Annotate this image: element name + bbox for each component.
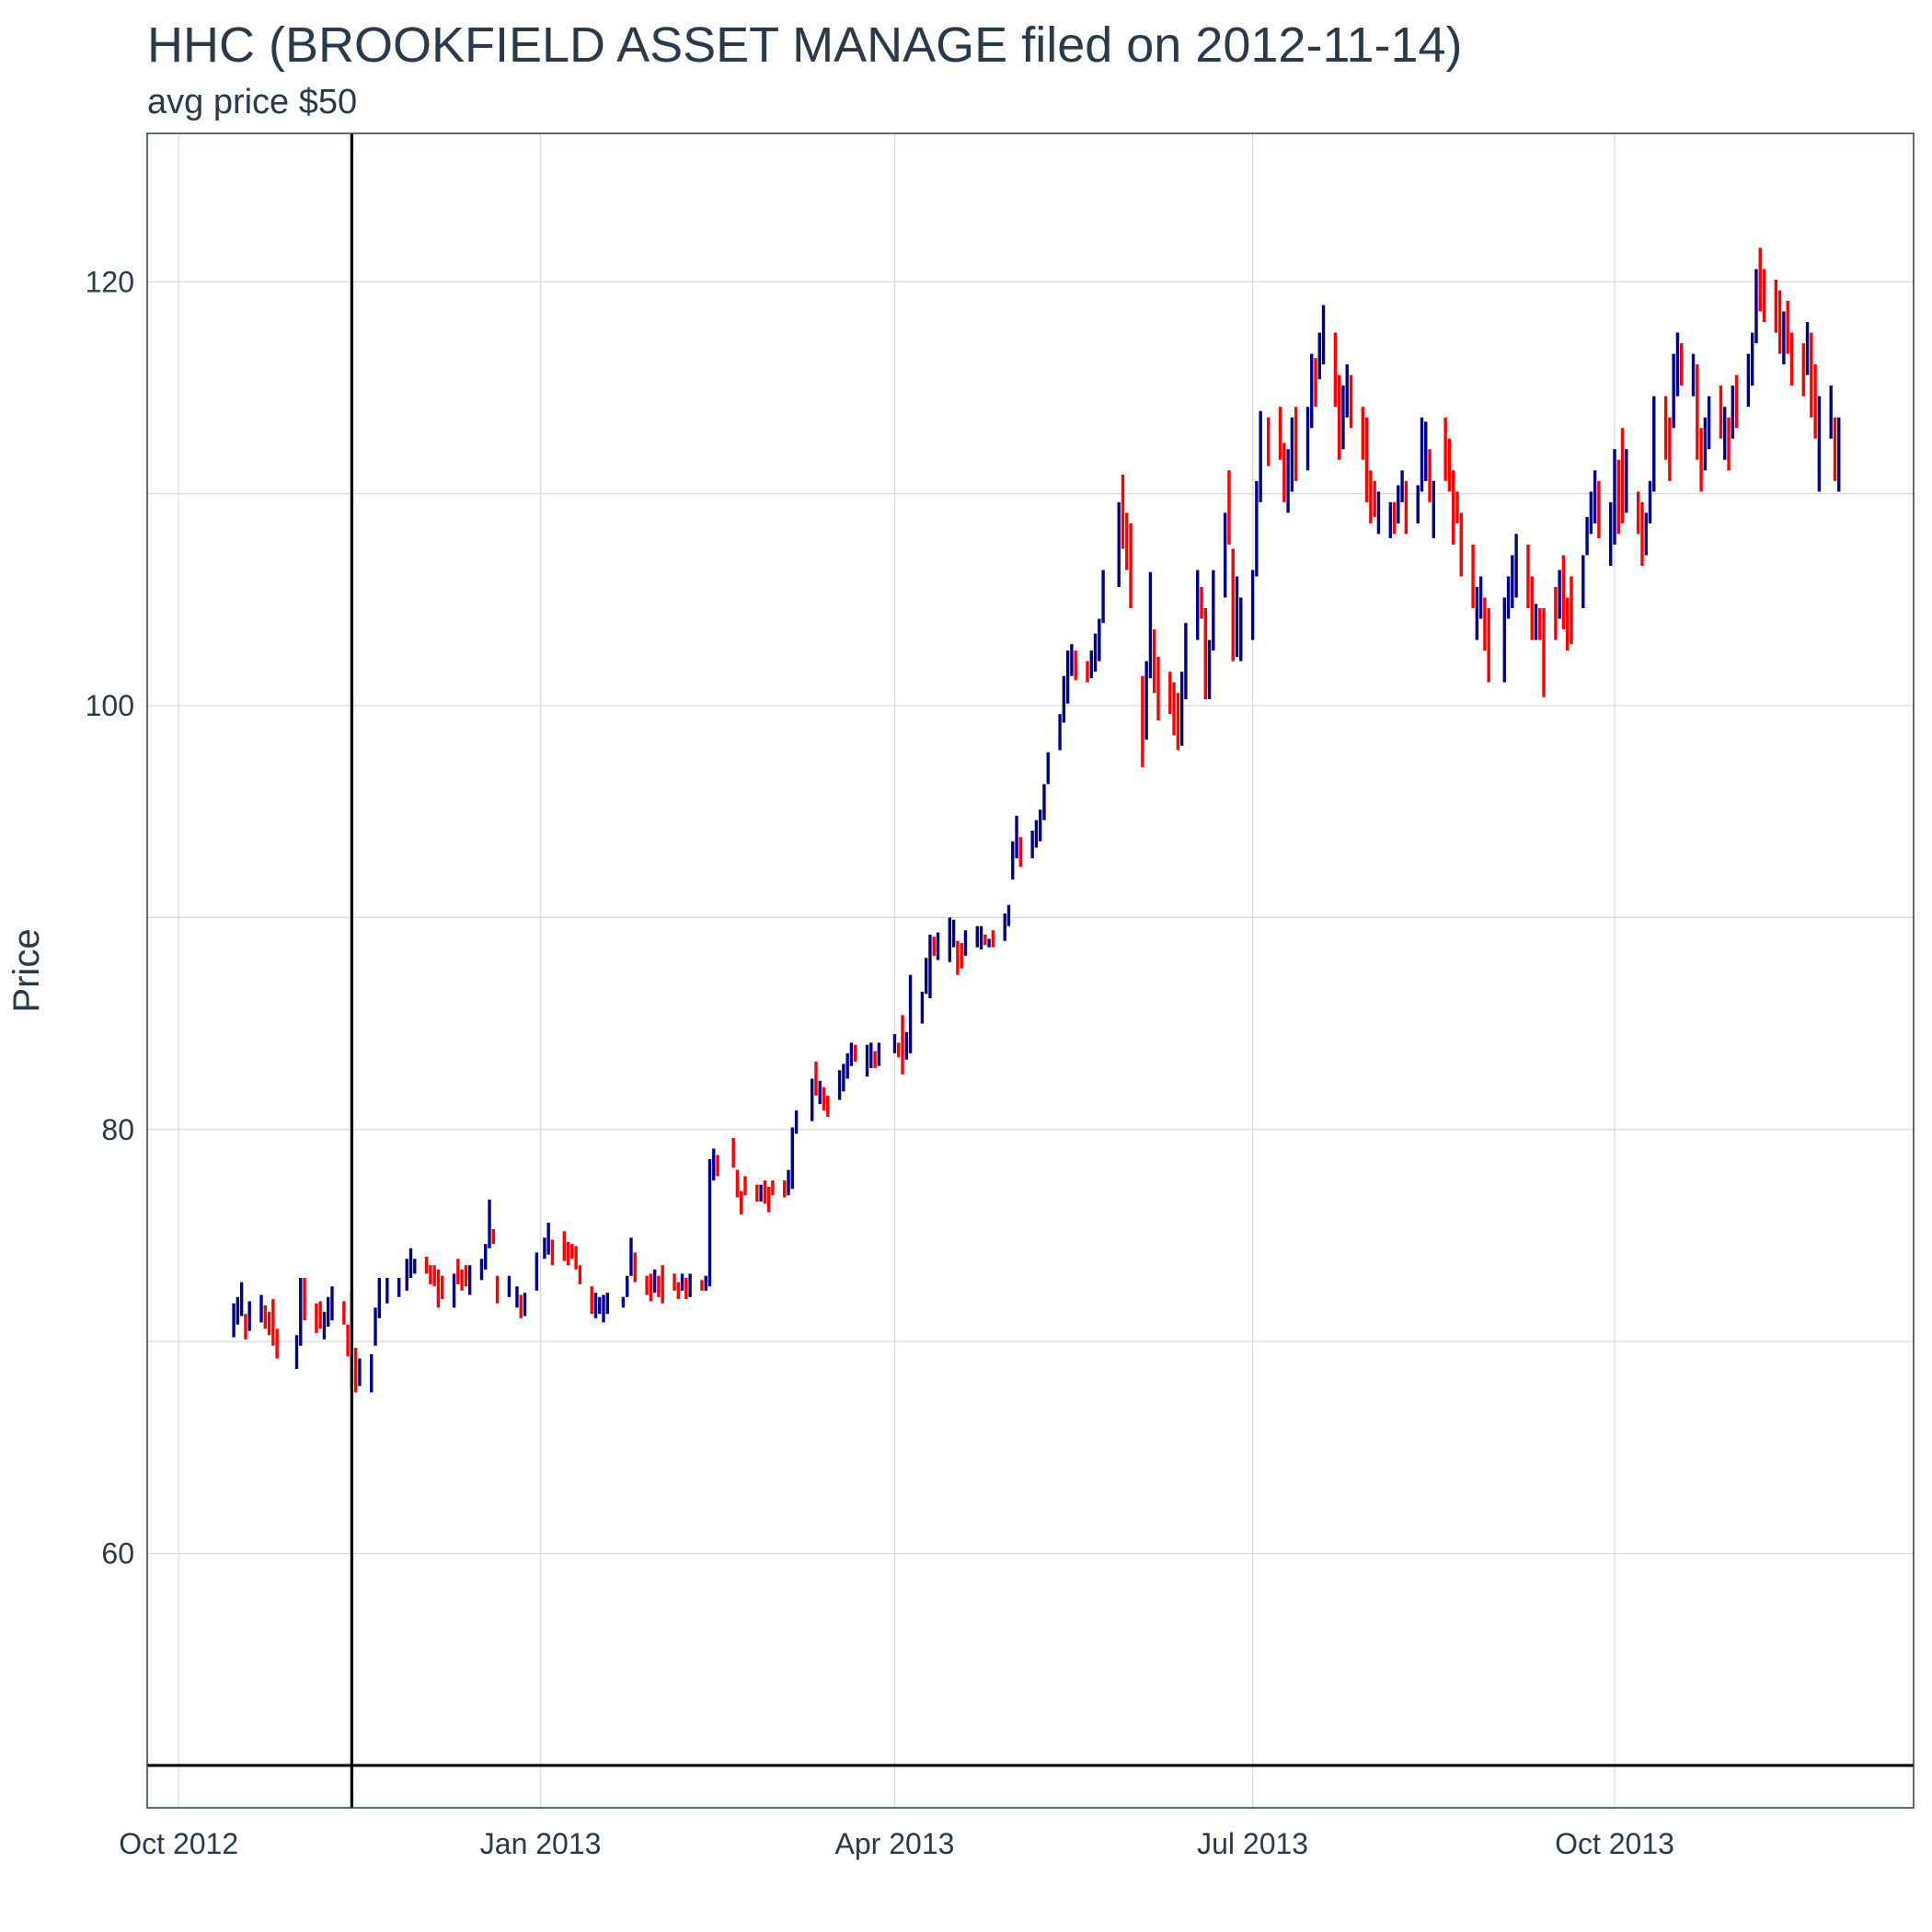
x-tick-label: Oct 2012 [119, 1827, 238, 1860]
y-tick-label: 100 [86, 689, 134, 722]
chart-subtitle: avg price $50 [147, 83, 358, 121]
grid-lines [147, 133, 1914, 1808]
panel-border [146, 132, 1915, 1809]
reference-lines [147, 133, 1914, 1808]
y-axis-title: Price [6, 928, 47, 1012]
x-tick-label: Jul 2013 [1197, 1827, 1308, 1860]
x-tick-label: Apr 2013 [835, 1827, 955, 1860]
x-tick-label: Oct 2013 [1555, 1827, 1674, 1860]
y-tick-label: 80 [101, 1113, 134, 1146]
x-tick-label: Jan 2013 [480, 1827, 602, 1860]
ohlc-bars [232, 247, 1841, 1393]
axes: 60 80 100 120 Oct 2012 Jan 2013 Apr 2013 Jul 20… [86, 265, 1674, 1860]
y-tick-label: 120 [86, 265, 134, 298]
y-tick-label: 60 [101, 1537, 134, 1570]
chart-title: HHC (BROOKFIELD ASSET MANAGE filed on 20… [147, 17, 1463, 73]
